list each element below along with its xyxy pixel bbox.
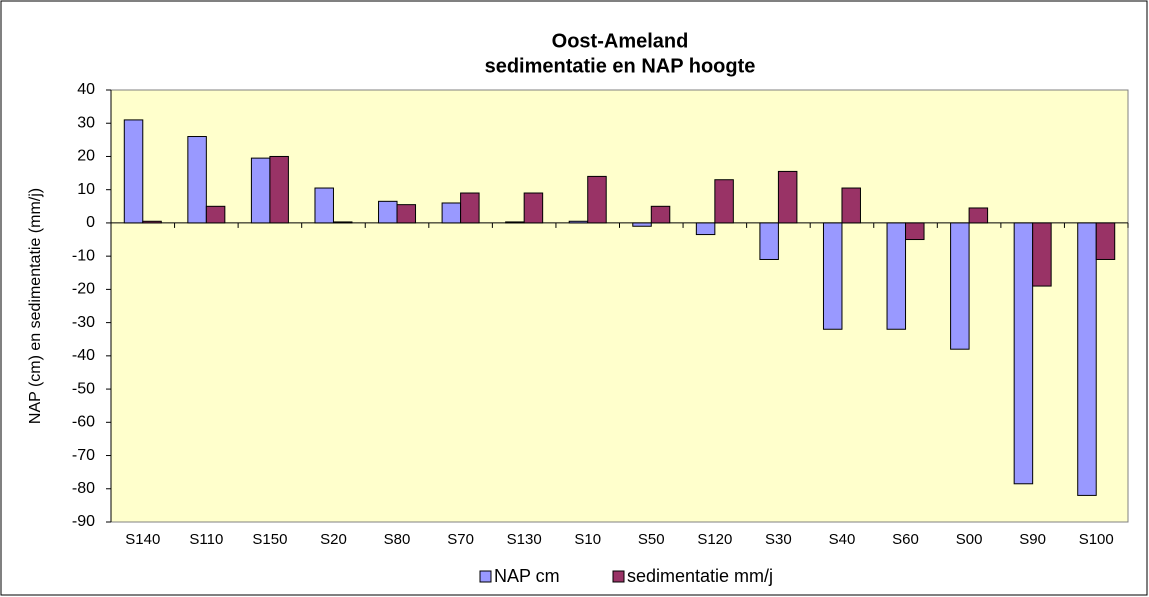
bar [822, 222, 843, 330]
bar [187, 136, 207, 224]
y-tick-label: 40 [77, 81, 95, 98]
bar [523, 192, 544, 224]
bar [123, 119, 144, 224]
bar [714, 179, 734, 224]
bar [650, 205, 671, 224]
bar [886, 222, 907, 330]
plot-area [110, 89, 1129, 523]
bar [250, 157, 271, 224]
bar [441, 202, 462, 224]
x-tick-label: S40 [829, 531, 856, 548]
bar [142, 220, 162, 224]
bar [1013, 222, 1034, 485]
bar [777, 170, 798, 224]
bar [1032, 222, 1052, 287]
chart-title: Oost-Ameland [552, 30, 689, 52]
bar [314, 187, 334, 224]
bar [695, 222, 716, 236]
x-tick-label: S80 [384, 531, 411, 548]
x-tick-label: S10 [574, 531, 601, 548]
x-tick-label: S140 [125, 531, 160, 548]
legend-swatch [612, 570, 625, 583]
bar [1077, 222, 1097, 496]
bar [905, 222, 925, 241]
y-tick-label: 10 [77, 181, 95, 198]
x-tick-label: S50 [638, 531, 665, 548]
bar [378, 200, 398, 224]
x-tick-label: S00 [956, 531, 983, 548]
x-tick-label: S120 [697, 531, 732, 548]
y-tick-label: -60 [72, 414, 95, 431]
x-tick-label: S20 [320, 531, 347, 548]
bar [269, 155, 289, 224]
x-tick-label: S150 [252, 531, 287, 548]
bar [332, 221, 353, 224]
bar [205, 205, 226, 224]
bar [1095, 222, 1116, 260]
y-tick-label: -70 [72, 447, 95, 464]
x-tick-label: S130 [507, 531, 542, 548]
bar [841, 187, 861, 224]
bar [587, 175, 607, 224]
legend-label: NAP cm [494, 566, 560, 586]
y-tick-label: -10 [72, 247, 95, 264]
bar [759, 222, 779, 260]
y-tick-label: -50 [72, 380, 95, 397]
x-tick-label: S90 [1019, 531, 1046, 548]
x-tick-label: S70 [447, 531, 474, 548]
bar [505, 221, 525, 224]
y-tick-label: -40 [72, 347, 95, 364]
legend-label: sedimentatie mm/j [627, 566, 773, 586]
y-tick-label: 30 [77, 114, 95, 131]
x-tick-label: S110 [189, 531, 223, 548]
bar [968, 207, 989, 224]
bar [950, 222, 970, 350]
bar [396, 204, 417, 224]
y-axis-label: NAP (cm) en sedimentatie (mm/j) [27, 188, 44, 424]
x-tick-label: S30 [765, 531, 792, 548]
y-tick-label: -20 [72, 281, 95, 298]
x-tick-label: S60 [892, 531, 919, 548]
bar [460, 192, 480, 224]
y-tick-label: -80 [72, 480, 95, 497]
bar [632, 222, 652, 227]
y-tick-label: 20 [77, 148, 95, 165]
y-tick-label: 0 [86, 214, 95, 231]
y-tick-label: -90 [72, 513, 95, 530]
legend-swatch [479, 570, 492, 583]
bar [568, 220, 589, 224]
y-tick-label: -30 [72, 314, 95, 331]
chart-subtitle: sedimentatie en NAP hoogte [485, 55, 756, 77]
x-tick-label: S100 [1079, 531, 1114, 548]
